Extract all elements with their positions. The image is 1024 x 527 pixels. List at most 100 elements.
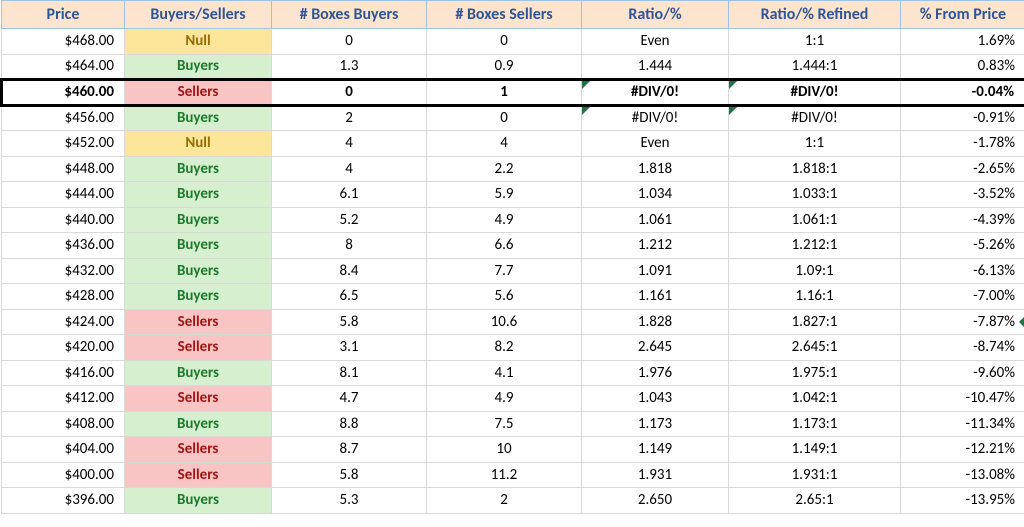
cell-price: $440.00 — [2, 207, 125, 233]
cell-refined: 1.931:1 — [729, 462, 901, 488]
cell-ratio: 1.034 — [582, 182, 729, 208]
cell-bs: Buyers — [125, 182, 272, 208]
cell-price: $396.00 — [2, 488, 125, 514]
cell-refined: 1.975:1 — [729, 360, 901, 386]
table-row: $416.00Buyers8.14.11.9761.975:1-9.60% — [2, 360, 1024, 386]
cell-bsell: 4.1 — [427, 360, 582, 386]
cell-pct: -8.74% — [901, 335, 1024, 361]
cell-price: $432.00 — [2, 258, 125, 284]
cell-bsell: 4.9 — [427, 386, 582, 412]
cell-ratio: 1.161 — [582, 284, 729, 310]
cell-bsell: 2 — [427, 488, 582, 514]
cell-ratio: 2.650 — [582, 488, 729, 514]
cell-ratio: 1.149 — [582, 437, 729, 463]
cell-price: $424.00 — [2, 309, 125, 335]
cell-bsell: 8.2 — [427, 335, 582, 361]
col-header-ratio: Ratio/% — [582, 1, 729, 29]
cell-price: $404.00 — [2, 437, 125, 463]
cell-price: $400.00 — [2, 462, 125, 488]
cell-ratio: 1.061 — [582, 207, 729, 233]
cell-refined: 1.173:1 — [729, 411, 901, 437]
cell-bsell: 10 — [427, 437, 582, 463]
cell-bs: Sellers — [125, 462, 272, 488]
table-row: $468.00Null00Even1:11.69% — [2, 29, 1024, 55]
cell-refined: 1:1 — [729, 131, 901, 157]
table-row: $460.00Sellers01#DIV/0!#DIV/0!-0.04% — [2, 80, 1024, 106]
cell-bsell: 4.9 — [427, 207, 582, 233]
cell-bbuy: 5.2 — [272, 207, 427, 233]
cell-price: $428.00 — [2, 284, 125, 310]
table-row: $408.00Buyers8.87.51.1731.173:1-11.34% — [2, 411, 1024, 437]
table-row: $396.00Buyers5.322.6502.65:1-13.95% — [2, 488, 1024, 514]
cell-bbuy: 6.1 — [272, 182, 427, 208]
cell-pct: -1.78% — [901, 131, 1024, 157]
cell-bbuy: 6.5 — [272, 284, 427, 310]
cell-refined: 1.09:1 — [729, 258, 901, 284]
price-ratio-table: PriceBuyers/Sellers# Boxes Buyers# Boxes… — [0, 0, 1024, 514]
cell-refined: 1.818:1 — [729, 156, 901, 182]
cell-price: $416.00 — [2, 360, 125, 386]
cell-bsell: 5.9 — [427, 182, 582, 208]
cell-ratio: #DIV/0! — [582, 105, 729, 131]
cell-ratio: #DIV/0! — [582, 80, 729, 106]
cell-refined: #DIV/0! — [729, 80, 901, 106]
cell-refined: 1.827:1 — [729, 309, 901, 335]
cell-refined: 1.033:1 — [729, 182, 901, 208]
cell-ratio: 1.043 — [582, 386, 729, 412]
cell-bsell: 1 — [427, 80, 582, 106]
cell-pct: -2.65% — [901, 156, 1024, 182]
cell-bbuy: 1.3 — [272, 54, 427, 80]
cell-bbuy: 4.7 — [272, 386, 427, 412]
cell-bbuy: 0 — [272, 29, 427, 55]
col-header-pct: % From Price — [901, 1, 1024, 29]
cell-ratio: 1.212 — [582, 233, 729, 259]
col-header-bs: Buyers/Sellers — [125, 1, 272, 29]
col-header-price: Price — [2, 1, 125, 29]
cell-bs: Sellers — [125, 309, 272, 335]
table-row: $444.00Buyers6.15.91.0341.033:1-3.52% — [2, 182, 1024, 208]
cell-pct: -6.13% — [901, 258, 1024, 284]
cell-pct: -9.60% — [901, 360, 1024, 386]
table-body: $468.00Null00Even1:11.69%$464.00Buyers1.… — [2, 29, 1024, 514]
cell-price: $464.00 — [2, 54, 125, 80]
cell-bs: Sellers — [125, 80, 272, 106]
cell-bs: Sellers — [125, 386, 272, 412]
cell-bs: Null — [125, 29, 272, 55]
col-header-refined: Ratio/% Refined — [729, 1, 901, 29]
cell-bsell: 0 — [427, 105, 582, 131]
cell-bbuy: 4 — [272, 156, 427, 182]
cell-ratio: Even — [582, 131, 729, 157]
cell-ratio: 2.645 — [582, 335, 729, 361]
cell-bsell: 2.2 — [427, 156, 582, 182]
cell-pct: -7.87% — [901, 309, 1024, 335]
cell-ratio: Even — [582, 29, 729, 55]
cell-bsell: 10.6 — [427, 309, 582, 335]
table-row: $404.00Sellers8.7101.1491.149:1-12.21% — [2, 437, 1024, 463]
cell-bsell: 0.9 — [427, 54, 582, 80]
cell-bbuy: 8.4 — [272, 258, 427, 284]
cell-pct: -3.52% — [901, 182, 1024, 208]
cell-bsell: 11.2 — [427, 462, 582, 488]
cell-pct: -13.08% — [901, 462, 1024, 488]
table-row: $436.00Buyers86.61.2121.212:1-5.26% — [2, 233, 1024, 259]
cell-bbuy: 5.8 — [272, 462, 427, 488]
cell-bbuy: 2 — [272, 105, 427, 131]
table-row: $424.00Sellers5.810.61.8281.827:1-7.87% — [2, 309, 1024, 335]
cell-bbuy: 8 — [272, 233, 427, 259]
cell-refined: 2.645:1 — [729, 335, 901, 361]
cell-bbuy: 3.1 — [272, 335, 427, 361]
cell-bs: Buyers — [125, 105, 272, 131]
cell-bbuy: 0 — [272, 80, 427, 106]
cell-ratio: 1.173 — [582, 411, 729, 437]
table-row: $448.00Buyers42.21.8181.818:1-2.65% — [2, 156, 1024, 182]
cell-ratio: 1.444 — [582, 54, 729, 80]
table-row: $456.00Buyers20#DIV/0!#DIV/0!-0.91% — [2, 105, 1024, 131]
cell-bs: Sellers — [125, 335, 272, 361]
cell-bbuy: 8.7 — [272, 437, 427, 463]
cell-price: $444.00 — [2, 182, 125, 208]
cell-ratio: 1.828 — [582, 309, 729, 335]
cell-pct: -13.95% — [901, 488, 1024, 514]
table-header: PriceBuyers/Sellers# Boxes Buyers# Boxes… — [2, 1, 1024, 29]
table-row: $412.00Sellers4.74.91.0431.042:1-10.47% — [2, 386, 1024, 412]
cell-bs: Buyers — [125, 360, 272, 386]
